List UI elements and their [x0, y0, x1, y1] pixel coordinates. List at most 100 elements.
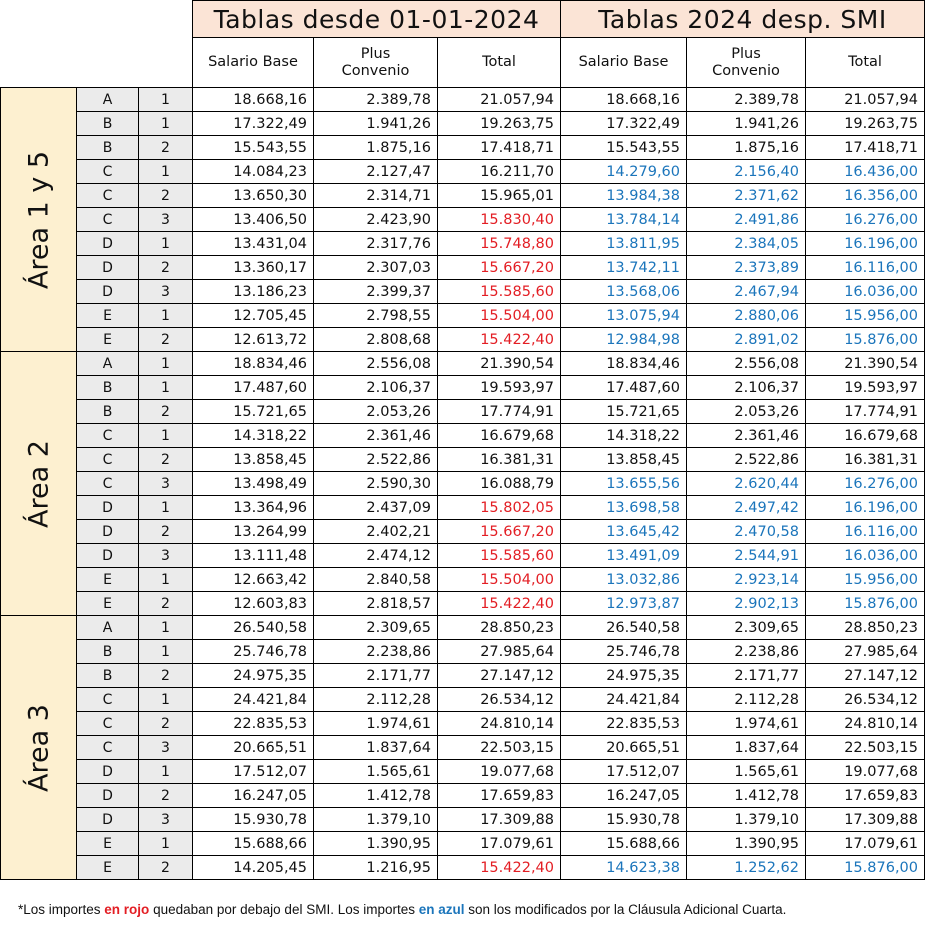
total-cell: 15.830,40 [437, 207, 561, 232]
total-smi-cell: 16.116,00 [805, 519, 925, 544]
area-label: Área 1 y 5 [23, 150, 54, 289]
salario-base-smi-cell: 13.075,94 [560, 303, 687, 328]
level-cell: 2 [138, 519, 193, 544]
salario-base-smi-cell: 20.665,51 [560, 735, 687, 760]
total-cell: 15.748,80 [437, 231, 561, 256]
col-header-total-2: Total [805, 37, 925, 88]
salario-base-smi-cell: 12.984,98 [560, 327, 687, 352]
salario-base-smi-cell: 12.973,87 [560, 591, 687, 616]
salario-base-cell: 12.603,83 [192, 591, 314, 616]
total-smi-cell: 17.079,61 [805, 831, 925, 856]
level-cell: 2 [138, 591, 193, 616]
salario-base-cell: 12.705,45 [192, 303, 314, 328]
footnote-blue-text: en azul [418, 902, 465, 917]
total-cell: 17.309,88 [437, 807, 561, 832]
salario-base-smi-cell: 24.975,35 [560, 663, 687, 688]
total-cell: 17.659,83 [437, 783, 561, 808]
total-cell: 21.390,54 [437, 351, 561, 376]
category-cell: E [76, 327, 139, 352]
plus-convenio-smi-cell: 2.309,65 [686, 615, 806, 640]
total-cell: 21.057,94 [437, 87, 561, 112]
plus-convenio-cell: 1.412,78 [313, 783, 438, 808]
salario-base-cell: 14.205,45 [192, 855, 314, 880]
plus-convenio-cell: 1.837,64 [313, 735, 438, 760]
total-cell: 17.079,61 [437, 831, 561, 856]
salario-base-cell: 22.835,53 [192, 711, 314, 736]
total-cell: 15.802,05 [437, 495, 561, 520]
plus-convenio-smi-cell: 2.620,44 [686, 471, 806, 496]
plus-convenio-smi-cell: 2.156,40 [686, 159, 806, 184]
salario-base-cell: 15.930,78 [192, 807, 314, 832]
total-cell: 27.147,12 [437, 663, 561, 688]
level-cell: 1 [138, 759, 193, 784]
level-cell: 1 [138, 495, 193, 520]
plus-convenio-smi-cell: 2.106,37 [686, 375, 806, 400]
table-row: C 2 22.835,53 1.974,61 24.810,14 22.835,53 1.9… [1, 711, 925, 736]
category-cell: A [76, 87, 139, 112]
total-cell: 17.774,91 [437, 399, 561, 424]
table-row: D 3 13.186,23 2.399,37 15.585,60 13.568,06 2.4… [1, 279, 925, 304]
total-smi-cell: 22.503,15 [805, 735, 925, 760]
plus-convenio-cell: 2.307,03 [313, 255, 438, 280]
salario-base-smi-cell: 18.668,16 [560, 87, 687, 112]
table-row: B 2 24.975,35 2.171,77 27.147,12 24.975,35 2.1… [1, 663, 925, 688]
table-row: C 3 13.498,49 2.590,30 16.088,79 13.655,56 2.6… [1, 471, 925, 496]
plus-convenio-cell: 2.317,76 [313, 231, 438, 256]
total-cell: 15.585,60 [437, 543, 561, 568]
category-cell: D [76, 807, 139, 832]
table-row: D 3 15.930,78 1.379,10 17.309,88 15.930,78 1.3… [1, 807, 925, 832]
total-cell: 16.381,31 [437, 447, 561, 472]
plus-convenio-smi-cell: 2.891,02 [686, 327, 806, 352]
category-cell: D [76, 519, 139, 544]
table-row: B 1 17.322,49 1.941,26 19.263,75 17.322,49 1.9… [1, 111, 925, 136]
plus-convenio-cell: 2.053,26 [313, 399, 438, 424]
table-row: C 2 13.858,45 2.522,86 16.381,31 13.858,45 2.5… [1, 447, 925, 472]
plus-convenio-smi-cell: 2.923,14 [686, 567, 806, 592]
salario-base-smi-cell: 18.834,46 [560, 351, 687, 376]
col-header-salario-base: Salario Base [192, 37, 314, 88]
plus-convenio-smi-cell: 2.238,86 [686, 639, 806, 664]
salario-base-smi-cell: 13.858,45 [560, 447, 687, 472]
category-cell: E [76, 303, 139, 328]
total-smi-cell: 16.436,00 [805, 159, 925, 184]
salario-base-cell: 13.858,45 [192, 447, 314, 472]
total-smi-cell: 15.876,00 [805, 591, 925, 616]
total-smi-cell: 21.057,94 [805, 87, 925, 112]
plus-convenio-cell: 2.106,37 [313, 375, 438, 400]
total-smi-cell: 17.418,71 [805, 135, 925, 160]
category-cell: A [76, 615, 139, 640]
category-cell: C [76, 687, 139, 712]
category-cell: C [76, 447, 139, 472]
level-cell: 3 [138, 543, 193, 568]
total-cell: 16.088,79 [437, 471, 561, 496]
category-cell: C [76, 423, 139, 448]
plus-convenio-smi-cell: 1.390,95 [686, 831, 806, 856]
salario-base-cell: 14.318,22 [192, 423, 314, 448]
plus-convenio-smi-cell: 2.467,94 [686, 279, 806, 304]
plus-convenio-cell: 2.112,28 [313, 687, 438, 712]
salario-base-cell: 13.360,17 [192, 255, 314, 280]
plus-convenio-cell: 1.379,10 [313, 807, 438, 832]
total-cell: 16.679,68 [437, 423, 561, 448]
category-cell: A [76, 351, 139, 376]
salario-base-smi-cell: 13.811,95 [560, 231, 687, 256]
salario-base-cell: 12.663,42 [192, 567, 314, 592]
total-cell: 15.965,01 [437, 183, 561, 208]
table-row: D 2 13.264,99 2.402,21 15.667,20 13.645,42 2.4… [1, 519, 925, 544]
salario-base-smi-cell: 24.421,84 [560, 687, 687, 712]
plus-convenio-smi-cell: 1.412,78 [686, 783, 806, 808]
total-smi-cell: 16.381,31 [805, 447, 925, 472]
salario-base-cell: 15.688,66 [192, 831, 314, 856]
total-cell: 19.263,75 [437, 111, 561, 136]
category-cell: C [76, 735, 139, 760]
level-cell: 3 [138, 807, 193, 832]
col-header-salario-base-2: Salario Base [560, 37, 687, 88]
table-row: E 1 12.663,42 2.840,58 15.504,00 13.032,86 2.9… [1, 567, 925, 592]
level-cell: 3 [138, 735, 193, 760]
total-smi-cell: 15.956,00 [805, 303, 925, 328]
level-cell: 3 [138, 207, 193, 232]
plus-convenio-cell: 2.238,86 [313, 639, 438, 664]
table-row: Área 2 A 1 18.834,46 2.556,08 21.390,54 18.834… [0, 351, 925, 616]
salario-base-cell: 24.975,35 [192, 663, 314, 688]
plus-convenio-smi-cell: 2.361,46 [686, 423, 806, 448]
